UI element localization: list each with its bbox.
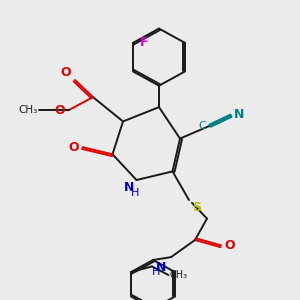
Text: N: N xyxy=(124,181,134,194)
Text: F: F xyxy=(140,36,148,50)
Text: H: H xyxy=(131,188,139,198)
Text: S: S xyxy=(193,201,202,214)
Text: O: O xyxy=(224,239,235,252)
Text: O: O xyxy=(61,66,71,79)
Text: C: C xyxy=(199,121,206,131)
Text: O: O xyxy=(68,141,79,154)
Text: H: H xyxy=(152,267,160,277)
Text: N: N xyxy=(156,261,166,274)
Text: O: O xyxy=(55,103,65,116)
Text: N: N xyxy=(234,108,244,121)
Text: CH₃: CH₃ xyxy=(18,105,38,115)
Text: CH₃: CH₃ xyxy=(170,270,188,280)
